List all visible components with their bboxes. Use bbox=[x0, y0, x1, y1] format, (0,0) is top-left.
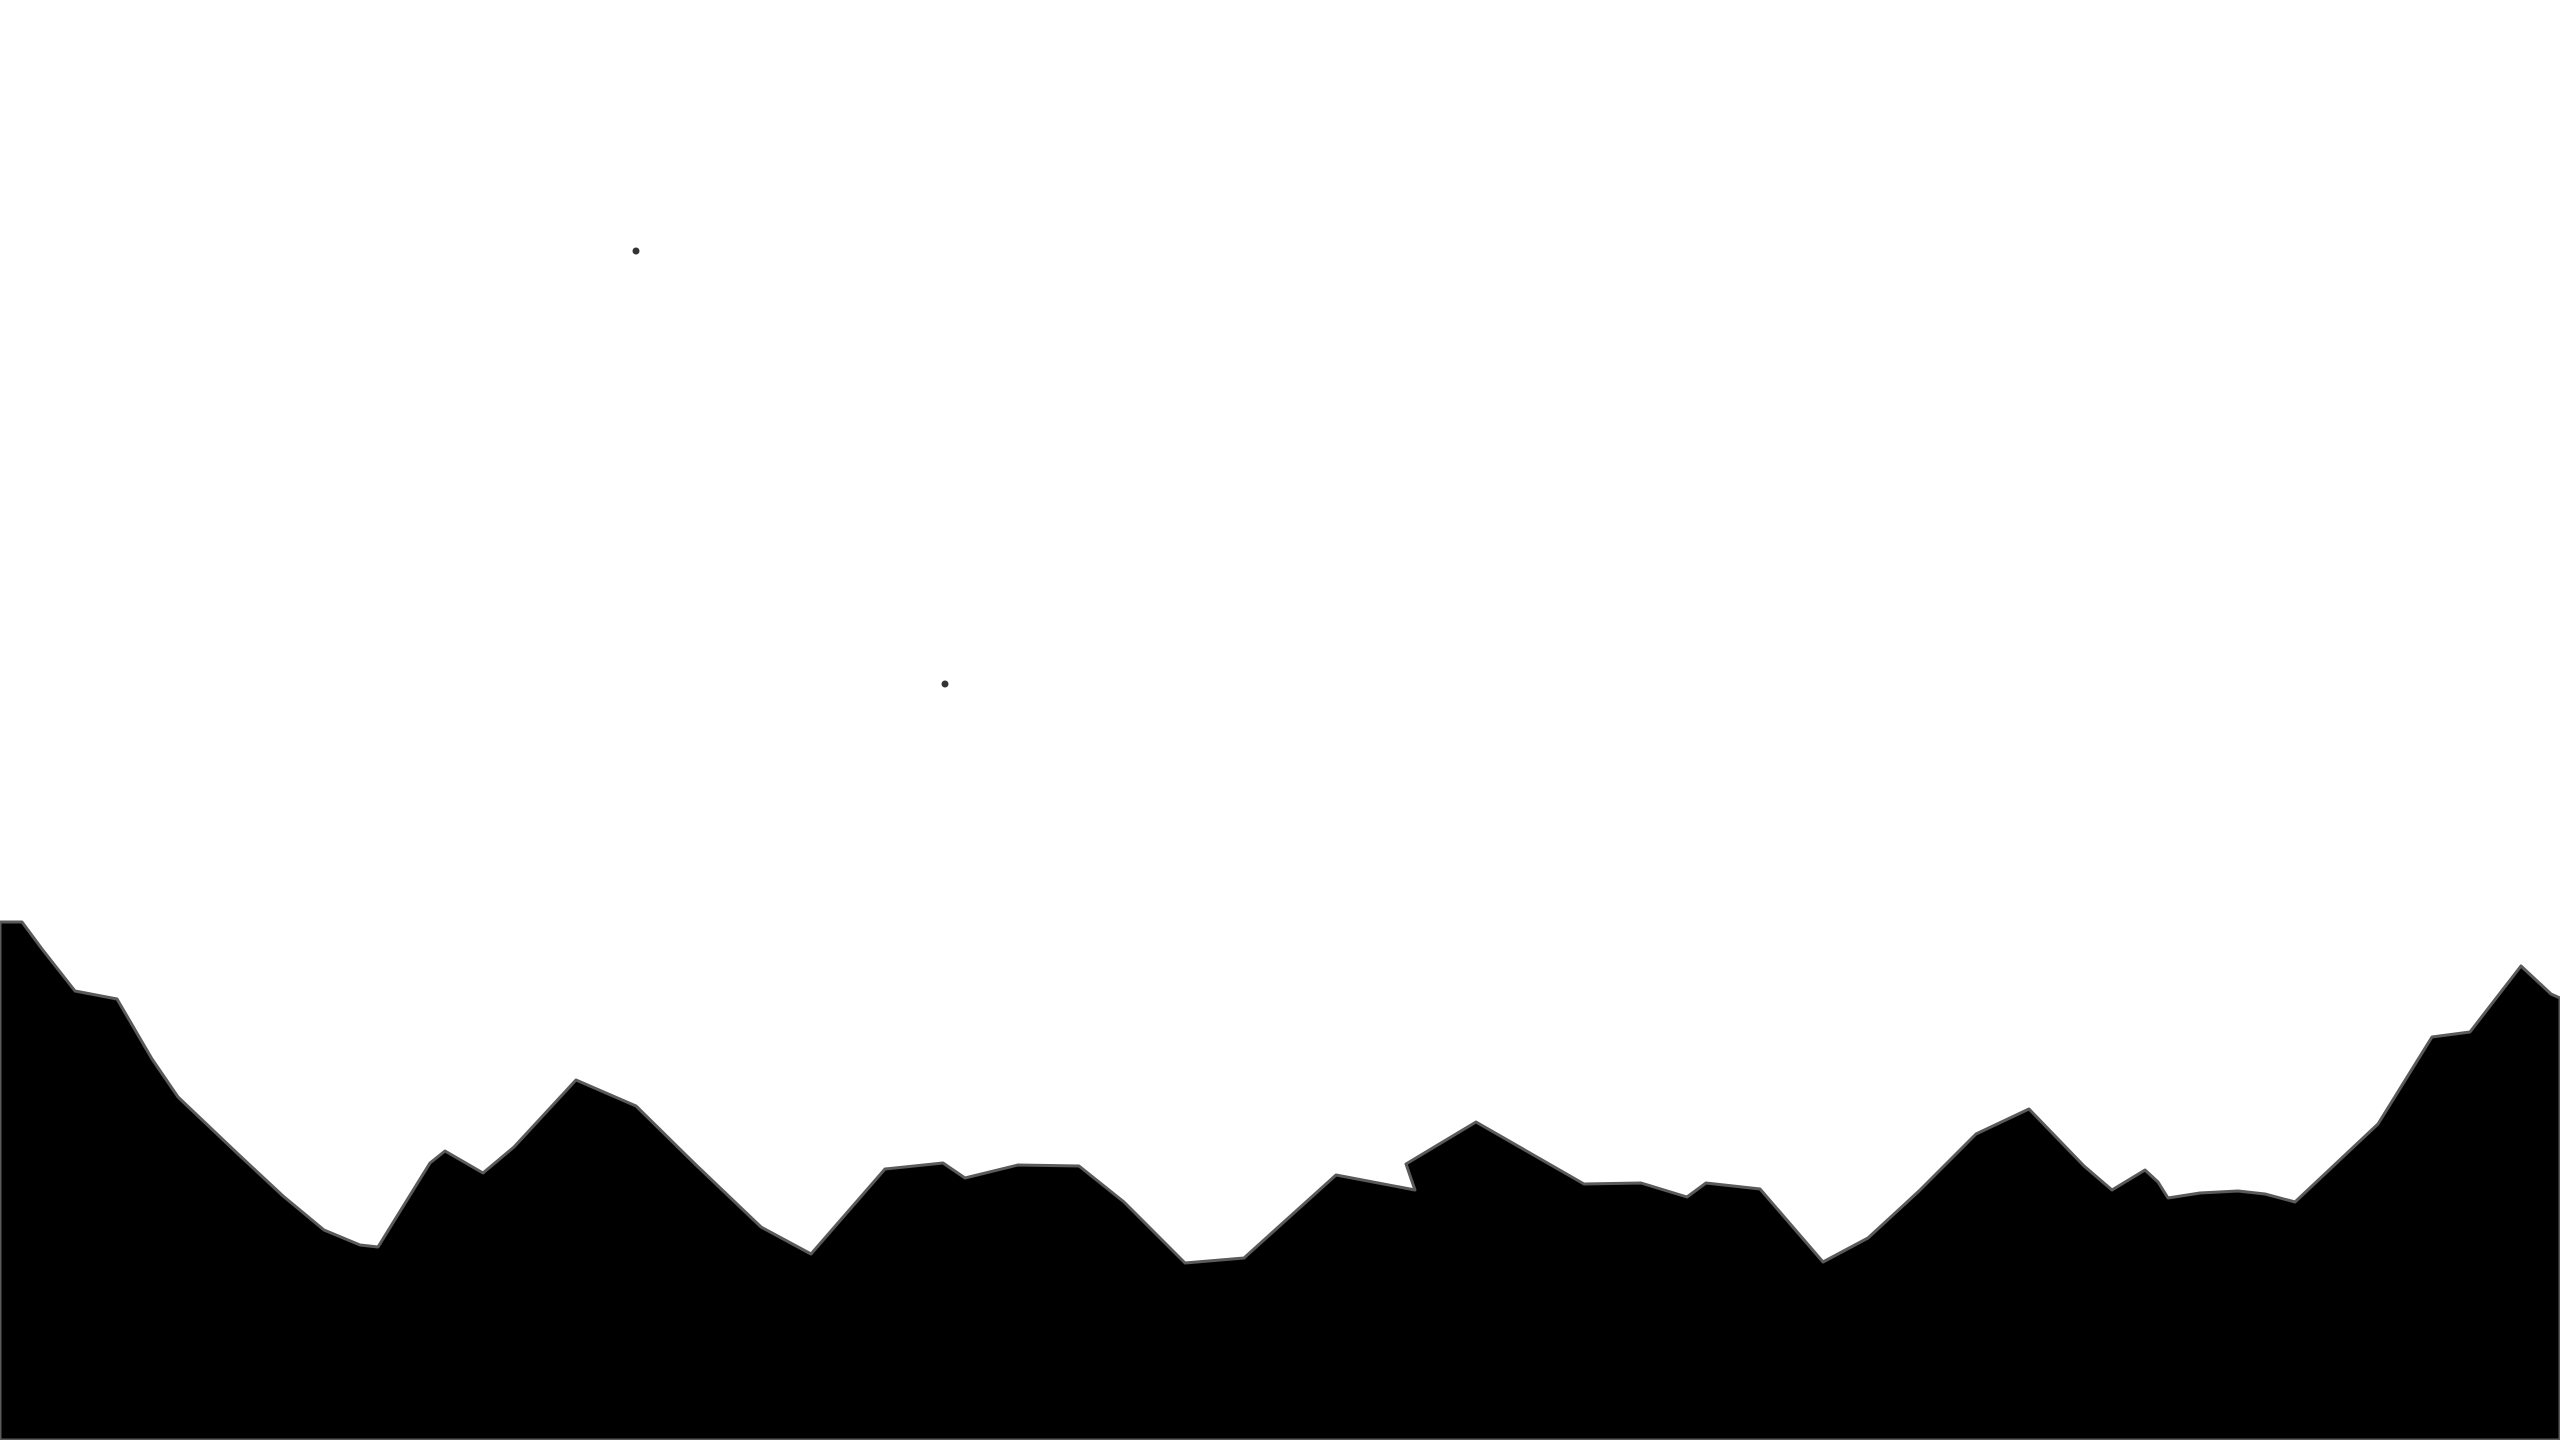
floating-dot bbox=[941, 680, 949, 688]
mountain-terrain bbox=[0, 920, 2560, 1440]
floating-dot bbox=[632, 247, 640, 255]
